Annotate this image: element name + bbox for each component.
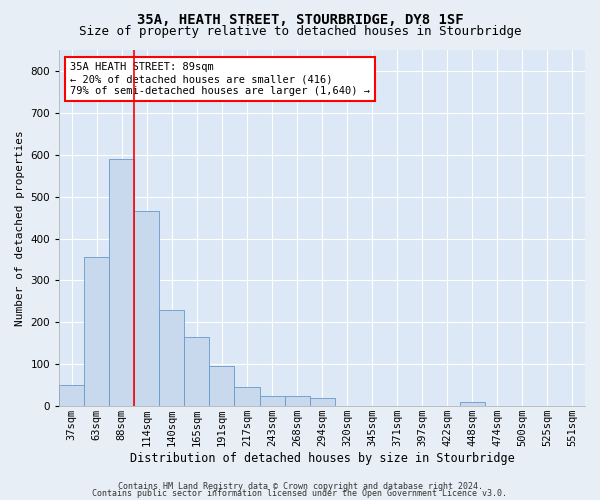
Bar bbox=[260, 396, 284, 406]
Text: 35A HEATH STREET: 89sqm
← 20% of detached houses are smaller (416)
79% of semi-d: 35A HEATH STREET: 89sqm ← 20% of detache… bbox=[70, 62, 370, 96]
X-axis label: Distribution of detached houses by size in Stourbridge: Distribution of detached houses by size … bbox=[130, 452, 514, 465]
Bar bbox=[84, 258, 109, 406]
Text: Size of property relative to detached houses in Stourbridge: Size of property relative to detached ho… bbox=[79, 25, 521, 38]
Bar bbox=[160, 310, 184, 406]
Bar bbox=[235, 388, 260, 406]
Bar bbox=[209, 366, 235, 406]
Text: 35A, HEATH STREET, STOURBRIDGE, DY8 1SF: 35A, HEATH STREET, STOURBRIDGE, DY8 1SF bbox=[137, 12, 463, 26]
Bar bbox=[109, 159, 134, 406]
Bar bbox=[284, 396, 310, 406]
Bar bbox=[460, 402, 485, 406]
Text: Contains HM Land Registry data © Crown copyright and database right 2024.: Contains HM Land Registry data © Crown c… bbox=[118, 482, 482, 491]
Bar bbox=[59, 385, 84, 406]
Bar bbox=[310, 398, 335, 406]
Y-axis label: Number of detached properties: Number of detached properties bbox=[15, 130, 25, 326]
Bar bbox=[134, 212, 160, 406]
Bar bbox=[184, 337, 209, 406]
Text: Contains public sector information licensed under the Open Government Licence v3: Contains public sector information licen… bbox=[92, 490, 508, 498]
